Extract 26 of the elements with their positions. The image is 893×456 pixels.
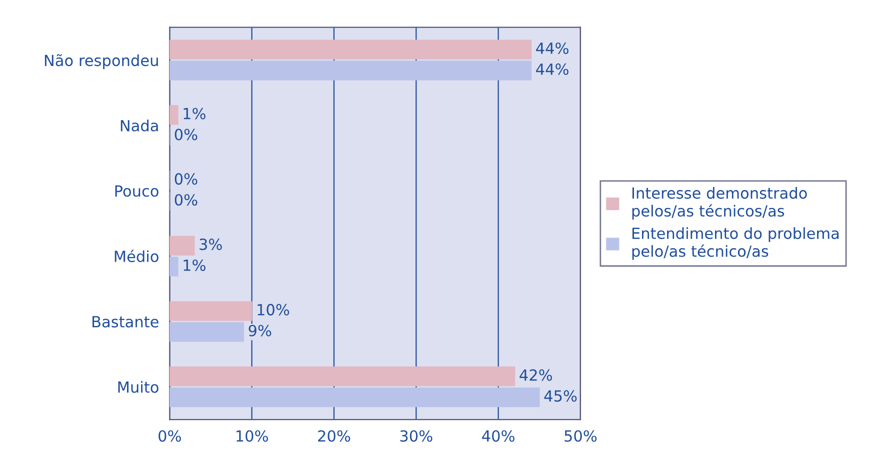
text: 44% bbox=[536, 42, 568, 54]
y-tick-label: Nada bbox=[120, 120, 158, 132]
text: 1% bbox=[184, 108, 206, 120]
legend-label: Entendimento do problema pelo/as técnico/as bbox=[632, 227, 839, 260]
text: 42% bbox=[520, 369, 552, 381]
text: 45% bbox=[544, 390, 577, 402]
y-tick-label: Não respondeu bbox=[44, 54, 158, 70]
text: 1% bbox=[184, 259, 206, 272]
text: 0% bbox=[174, 173, 198, 185]
x-tick-label: 20% bbox=[318, 430, 350, 442]
text: 44% bbox=[536, 63, 568, 75]
x-tick-label: 40% bbox=[482, 430, 514, 442]
text: 0% bbox=[174, 194, 198, 206]
x-tick-label: 50% bbox=[564, 430, 597, 442]
x-tick-label: 0% bbox=[158, 430, 181, 442]
text: 9% bbox=[248, 324, 272, 336]
y-tick-label: Médio bbox=[114, 250, 158, 262]
y-tick-label: Muito bbox=[118, 381, 158, 393]
y-tick-label: Bastante bbox=[92, 316, 158, 328]
legend-label: Interesse demonstrado pelos/as técnicos/as bbox=[632, 186, 807, 220]
y-tick-label: Pouco bbox=[115, 185, 158, 197]
text: 0% bbox=[174, 128, 198, 140]
x-tick-label: 30% bbox=[400, 430, 432, 442]
x-tick-label: 10% bbox=[236, 430, 268, 442]
text: 3% bbox=[200, 238, 222, 250]
text: 10% bbox=[258, 304, 290, 316]
